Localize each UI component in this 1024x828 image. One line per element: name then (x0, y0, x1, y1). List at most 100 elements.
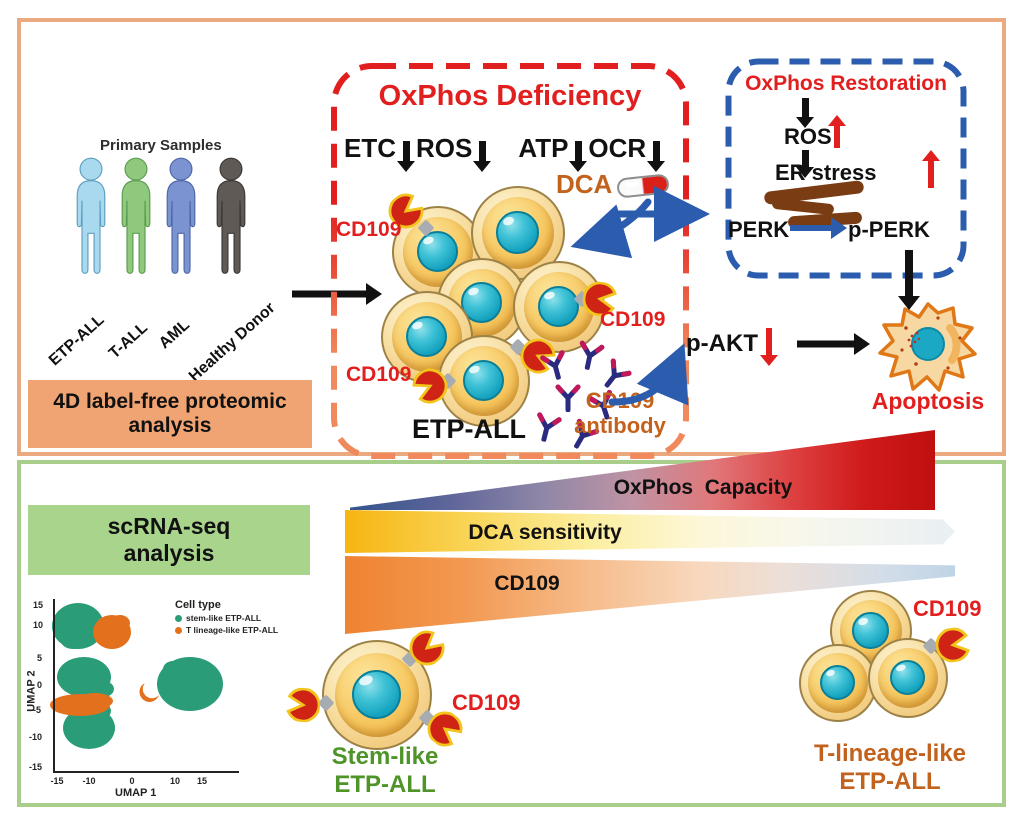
oxphos-restoration-box-border (725, 58, 967, 279)
person-t-all (113, 152, 159, 284)
umap-legend-item: stem-like ETP-ALL (175, 613, 305, 623)
t-lineage-cell (799, 644, 877, 722)
umap-legend-title: Cell type (175, 599, 221, 611)
umap-xtick: -15 (50, 776, 64, 786)
antibody-icon (553, 382, 583, 413)
scrna-seq-box: scRNA-seq analysis (28, 505, 310, 575)
ros-label: ROS (784, 124, 832, 149)
oxphos-capacity-label: OxPhos Capacity (613, 476, 793, 499)
umap-ytick: 10 (33, 620, 44, 630)
umap-y-axis (53, 599, 55, 772)
marker-ros: ROS (416, 133, 473, 163)
umap-xtick: 10 (169, 776, 181, 786)
samples-to-cells-arrow (292, 282, 382, 306)
umap-ytick: 0 (37, 680, 43, 690)
perk-label: PERK (728, 217, 790, 242)
umap-xtick: -10 (82, 776, 96, 786)
down-arrow-icon (569, 141, 588, 172)
t-lineage-name: T-lineage-like ETP-ALL (790, 740, 990, 795)
t-lineage-line1: T-lineage-like (813, 740, 967, 767)
p-akt-label: p-AKT (686, 330, 758, 357)
scrna-line1: scRNA-seq (107, 513, 231, 539)
dca-sensitivity-label: DCA sensitivity (468, 521, 622, 544)
proteomic-analysis-line2: analysis (128, 414, 212, 437)
etp-all-cell (437, 258, 527, 348)
umap-ylabel: UMAP 2 (25, 670, 38, 712)
cd109-receptor-icon (382, 187, 430, 235)
cd109-receptor-icon (407, 363, 452, 408)
cd109-antibody-line1: CD109 (585, 388, 655, 413)
legend-label-stem-like: stem-like ETP-ALL (186, 613, 262, 623)
antibody-icon (537, 347, 574, 384)
person-aml (158, 152, 204, 284)
proteomic-panel-border (17, 18, 1006, 456)
legend-label-t-lineage: T lineage-like ETP-ALL (186, 625, 279, 635)
antibody-icon (572, 337, 608, 373)
marker-ocr: OCR (588, 133, 647, 163)
umap-ytick: 5 (37, 653, 43, 663)
stem-cell-cd109-label: CD109 (452, 690, 521, 715)
dca-label: DCA (556, 169, 613, 199)
oxphos-deficiency-title: OxPhos Deficiency (378, 80, 642, 112)
umap-legend-item: T lineage-like ETP-ALL (175, 625, 305, 635)
cd109-receptor-icon (515, 333, 560, 378)
oxphos-deficiency-box-border (331, 63, 689, 459)
umap-ytick: -5 (33, 705, 42, 715)
umap-ytick: -10 (29, 732, 43, 742)
stem-like-name: Stem-like ETP-ALL (300, 743, 470, 798)
marker-atp: ATP (518, 133, 569, 163)
umap-ytick: -15 (29, 762, 43, 772)
down-arrow-icon (796, 150, 814, 178)
oxphos-restoration-title: OxPhos Restoration (745, 72, 947, 95)
pakt-to-apoptosis-arrow (797, 332, 870, 356)
marker-etc: ETC (344, 133, 396, 163)
apoptosis-label: Apoptosis (871, 388, 985, 414)
cd109-label-right: CD109 (600, 308, 666, 331)
umap-x-axis (53, 771, 239, 773)
restoration-to-apoptosis-arrow (898, 250, 920, 310)
primary-samples-title: Primary Samples (100, 137, 222, 154)
legend-dot-stem-like (175, 614, 182, 622)
down-arrow-icon (473, 141, 492, 172)
t-lineage-line2: ETP-ALL (839, 767, 941, 795)
down-arrow-red-icon (760, 328, 778, 366)
p-perk-label: p-PERK (848, 217, 930, 242)
etp-all-label: ETP-ALL (412, 414, 526, 444)
cd109-receptor-icon (421, 705, 469, 753)
down-arrow-icon (647, 141, 666, 172)
stem-like-line2: ETP-ALL (334, 770, 436, 798)
proteomic-analysis-line1: 4D label-free proteomic (53, 390, 287, 413)
cd109-receptor-icon (934, 626, 972, 664)
cd109-receptor-icon (285, 687, 322, 724)
antibody-icon (563, 415, 604, 456)
scrna-line2: analysis (123, 540, 215, 566)
cd109-antibody-line2: antibody (574, 413, 666, 439)
oxphos-markers-row: ETC ROS ATP OCR (344, 133, 666, 172)
down-arrow-icon (796, 98, 814, 128)
person-healthy-donor (208, 152, 254, 284)
umap-plot: 15 10 5 0 -5 -10 -15 -15 -10 0 10 15 UMA… (25, 593, 305, 803)
t-lineage-cd109-label: CD109 (913, 596, 982, 621)
up-arrow-red-icon (828, 115, 846, 148)
umap-xtick: 0 (129, 776, 135, 786)
umap-xtick: 15 (196, 776, 208, 786)
cd109-label-bottom: CD109 (346, 363, 412, 386)
cd109-label-top: CD109 (336, 218, 402, 241)
antibody-icon (529, 409, 565, 445)
umap-ytick: 15 (33, 600, 44, 610)
cd109-bar-label: CD109 (494, 572, 560, 595)
umap-legend: Cell type stem-like ETP-ALL T lineage-li… (175, 599, 305, 635)
umap-xlabel: UMAP 1 (115, 787, 157, 799)
scrna-panel-border (17, 460, 1006, 807)
up-arrow-red-icon (922, 150, 940, 188)
apoptotic-cell (878, 302, 977, 392)
cd109-receptor-icon (403, 624, 451, 672)
legend-dot-t-lineage (175, 626, 182, 634)
person-etp-all (68, 152, 114, 284)
etp-all-cell (438, 335, 530, 427)
cd109-antibody-label: CD109 antibody (560, 388, 680, 439)
perk-to-pperk-arrow (790, 217, 847, 239)
cd109-receptor-icon (581, 280, 619, 318)
umap-clusters (50, 603, 223, 749)
